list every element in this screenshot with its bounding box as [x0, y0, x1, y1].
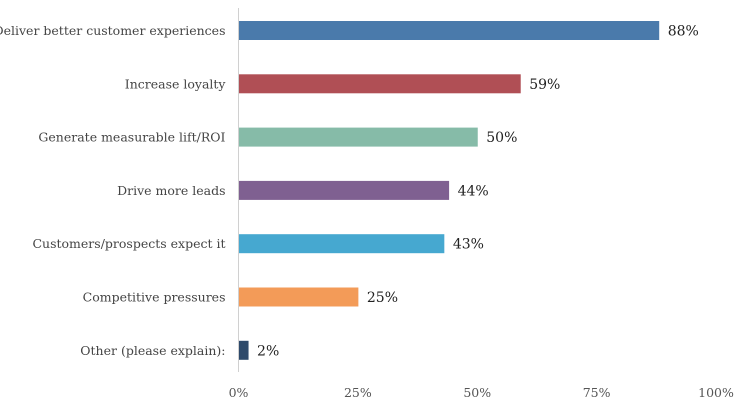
bar	[239, 127, 478, 147]
bar	[239, 180, 450, 200]
category-label: Deliver better customer experiences	[0, 23, 226, 38]
bar	[239, 74, 521, 94]
bar	[239, 287, 359, 307]
bar-group: Drive more leads 44%	[117, 180, 489, 200]
bar	[239, 21, 660, 40]
bar	[239, 234, 445, 254]
data-label: 2%	[257, 343, 279, 359]
x-tick-label: 0%	[229, 385, 249, 400]
bar-group: Deliver better customer experiences 88%	[0, 21, 699, 40]
x-tick-label: 100%	[698, 385, 734, 400]
bar	[239, 340, 249, 360]
x-tick-label: 75%	[583, 385, 611, 400]
category-label: Drive more leads	[117, 183, 225, 198]
x-tick-label: 25%	[344, 385, 372, 400]
bar-group: Competitive pressures 25%	[83, 287, 398, 307]
category-label: Competitive pressures	[83, 290, 226, 305]
category-label: Increase loyalty	[125, 76, 227, 91]
data-label: 88%	[668, 24, 699, 40]
bar-group: Customers/prospects expect it 43%	[32, 234, 484, 254]
data-label: 43%	[453, 237, 484, 253]
category-label: Generate measurable lift/ROI	[38, 130, 225, 145]
data-label: 44%	[458, 183, 489, 199]
bar-group: Increase loyalty 59%	[125, 74, 560, 94]
data-label: 59%	[529, 77, 560, 93]
bar-group: Other (please explain): 2%	[80, 340, 279, 360]
category-label: Customers/prospects expect it	[32, 236, 225, 251]
data-label: 50%	[486, 130, 517, 146]
x-tick-label: 50%	[463, 385, 491, 400]
bar-group: Generate measurable lift/ROI 50%	[38, 127, 517, 147]
category-label: Other (please explain):	[80, 343, 225, 358]
data-label: 25%	[367, 290, 398, 306]
